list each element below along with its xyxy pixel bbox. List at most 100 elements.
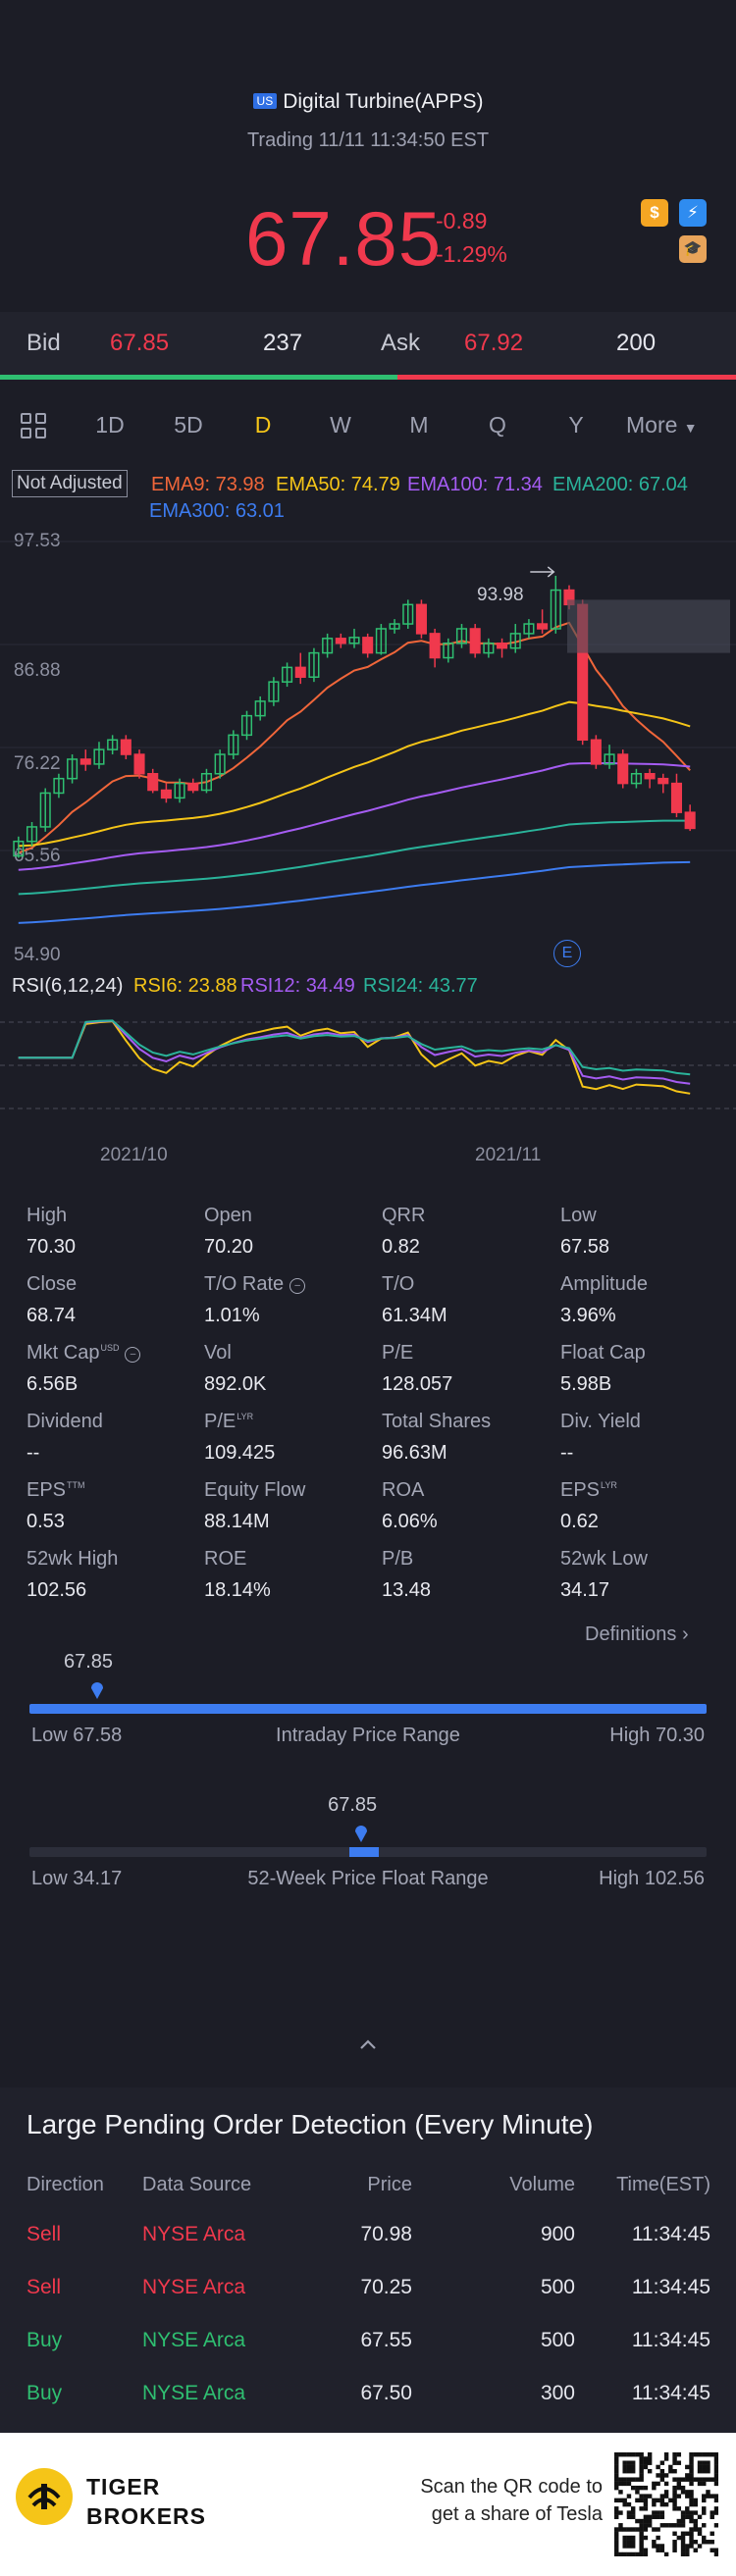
rsi24-line	[18, 1019, 691, 1076]
scan-line2: get a share of Tesla	[431, 2503, 603, 2525]
qr-module	[672, 2468, 677, 2474]
collapse-chevron-up-icon[interactable]	[355, 2036, 381, 2052]
qr-module	[672, 2544, 677, 2549]
qr-module	[697, 2452, 703, 2457]
lightning-icon[interactable]: ⚡	[679, 199, 707, 227]
qr-module	[639, 2540, 644, 2545]
tab-y[interactable]: Y	[568, 412, 584, 438]
candle	[523, 623, 535, 635]
y-tick-label: 86.88	[14, 660, 61, 681]
qr-module	[702, 2464, 707, 2470]
qr-module	[706, 2540, 710, 2545]
stat-value: 6.56B	[26, 1373, 79, 1395]
qr-module	[672, 2452, 677, 2457]
qr-module	[706, 2468, 710, 2474]
order-source: NYSE Arca	[142, 2382, 246, 2404]
qr-module	[622, 2527, 627, 2532]
qr-module	[713, 2460, 718, 2465]
tab-m[interactable]: M	[409, 412, 429, 438]
bid-price: 67.85	[110, 330, 170, 356]
order-price: 67.50	[360, 2382, 412, 2404]
graduation-icon[interactable]: 🎓	[679, 235, 707, 263]
dollar-icon[interactable]: $	[641, 199, 668, 227]
order-time: 11:34:45	[631, 2276, 710, 2298]
qr-module	[626, 2460, 632, 2465]
scan-line1: Scan the QR code to	[420, 2476, 603, 2498]
qr-module	[647, 2456, 653, 2461]
qr-module	[702, 2535, 707, 2541]
qr-module	[630, 2527, 636, 2532]
qr-module	[614, 2464, 619, 2470]
candle	[455, 628, 468, 644]
candle	[483, 642, 495, 654]
qr-module	[614, 2473, 619, 2478]
qr-code[interactable]	[614, 2452, 718, 2556]
qr-module	[614, 2456, 619, 2461]
stock-title: US Digital Turbine(APPS)	[0, 90, 736, 114]
qr-module	[614, 2506, 619, 2511]
rsi-chart[interactable]	[0, 1010, 736, 1118]
qr-module	[630, 2510, 636, 2515]
stat-label: Mkt CapUSD–	[26, 1342, 141, 1365]
tab-q[interactable]: Q	[489, 412, 506, 438]
event-badge[interactable]: E	[553, 940, 581, 967]
price-chart[interactable]	[0, 530, 736, 961]
intraday-high: High 70.30	[609, 1725, 705, 1746]
tab-1d[interactable]: 1D	[95, 412, 125, 438]
qr-module	[622, 2498, 627, 2503]
qr-module	[676, 2460, 682, 2465]
qr-module	[652, 2485, 657, 2491]
col-time: Time(EST)	[616, 2174, 710, 2195]
definitions-link[interactable]: Definitions ›	[585, 1623, 689, 1646]
qr-module	[680, 2544, 686, 2549]
high-annotation: 93.98	[477, 585, 524, 605]
qr-module	[639, 2544, 644, 2549]
info-icon[interactable]: –	[125, 1347, 141, 1363]
qr-module	[713, 2473, 718, 2478]
qr-module	[676, 2452, 682, 2457]
brand-line2: BROKERS	[86, 2503, 207, 2529]
candle	[402, 603, 414, 625]
stat-label: P/ELYR	[204, 1411, 253, 1433]
tab-d[interactable]: D	[254, 412, 272, 438]
qr-module	[618, 2498, 623, 2503]
qr-module	[672, 2501, 677, 2507]
qr-module	[656, 2514, 660, 2520]
qr-module	[697, 2527, 703, 2532]
stat-label: Amplitude	[560, 1273, 648, 1296]
bid-label: Bid	[26, 330, 61, 356]
stat-label: ROE	[204, 1548, 246, 1571]
qr-module	[630, 2551, 636, 2556]
stat-label-text: P/E	[204, 1411, 237, 1432]
qr-module	[672, 2548, 677, 2552]
qr-module	[710, 2452, 714, 2457]
qr-module	[693, 2540, 698, 2545]
intraday-range-label: Intraday Price Range	[276, 1725, 460, 1746]
qr-module	[702, 2523, 707, 2528]
info-icon[interactable]: –	[289, 1278, 306, 1294]
stat-value: --	[560, 1442, 574, 1464]
qr-module	[693, 2527, 698, 2532]
grid-icon[interactable]	[20, 412, 47, 439]
qr-module	[643, 2498, 649, 2503]
qr-module	[618, 2527, 623, 2532]
tab-w[interactable]: W	[330, 412, 351, 438]
tiger-logo-icon	[16, 2468, 73, 2525]
candle	[375, 628, 387, 654]
qr-module	[702, 2452, 707, 2457]
tab-5d[interactable]: 5D	[174, 412, 203, 438]
qr-module	[647, 2468, 653, 2474]
qr-module	[630, 2544, 636, 2549]
col-direction: Direction	[26, 2174, 104, 2195]
candle	[200, 772, 212, 792]
promo-footer[interactable]: TIGER BROKERS Scan the QR code to get a …	[0, 2433, 736, 2576]
candle	[254, 700, 266, 717]
candle	[617, 753, 629, 785]
qr-module	[639, 2531, 644, 2536]
qr-module	[647, 2452, 653, 2457]
tab-more[interactable]: More ▼	[626, 412, 714, 438]
qr-module	[680, 2535, 686, 2541]
qr-module	[689, 2464, 694, 2470]
qr-module	[680, 2531, 686, 2536]
not-adjusted-toggle[interactable]: Not Adjusted	[12, 470, 128, 497]
